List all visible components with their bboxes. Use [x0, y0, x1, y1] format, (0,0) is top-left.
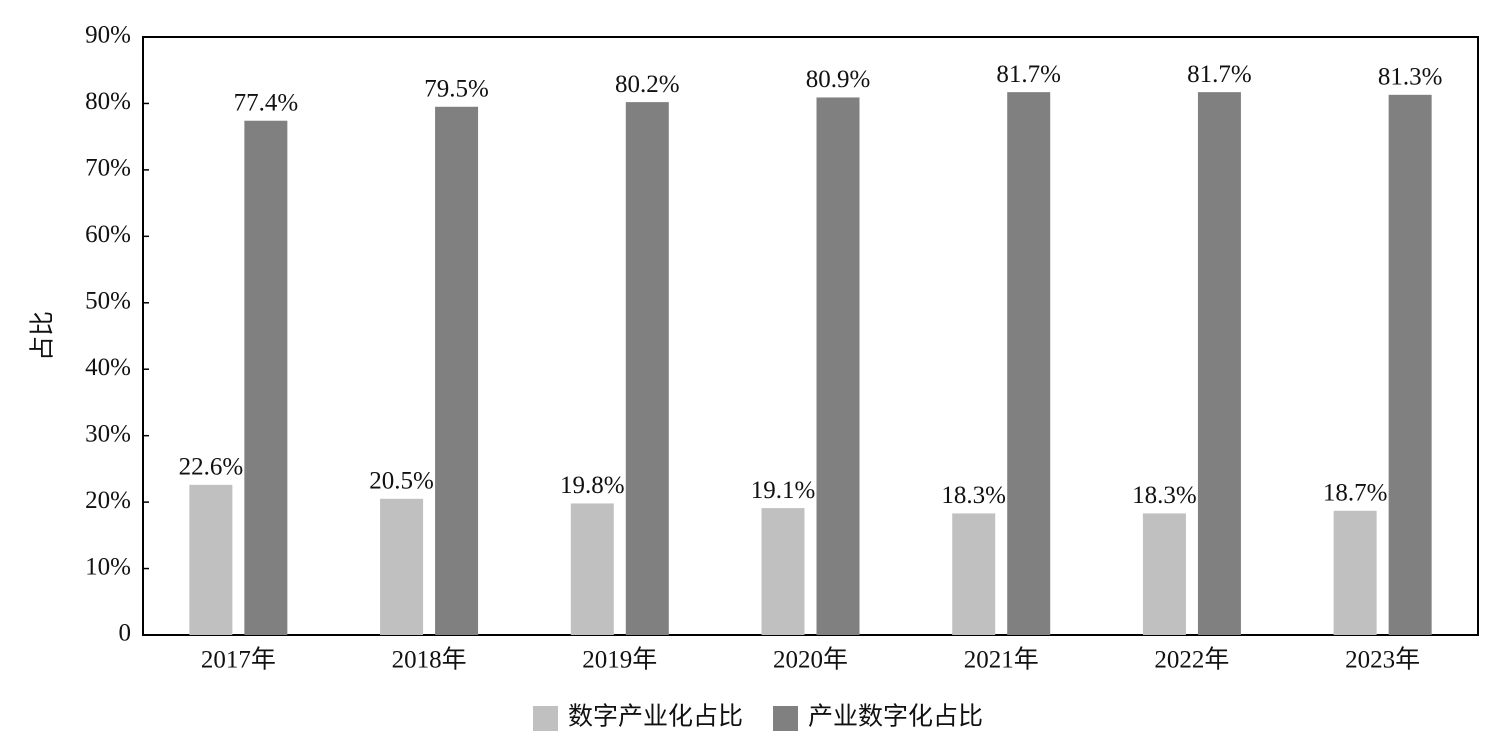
- y-tick-label: 10%: [85, 553, 131, 580]
- x-tick-label: 2023年: [1345, 646, 1420, 674]
- value-label: 18.3%: [1132, 482, 1197, 509]
- bar: [816, 97, 860, 635]
- bar: [625, 102, 669, 636]
- y-tick-label: 60%: [85, 221, 131, 248]
- value-label: 80.2%: [615, 71, 680, 98]
- y-tick-label: 50%: [85, 288, 131, 315]
- bar: [244, 120, 288, 636]
- bar: [435, 106, 479, 636]
- bar: [1388, 94, 1432, 636]
- x-tick-label: 2018年: [392, 646, 467, 674]
- value-label: 19.8%: [560, 472, 625, 499]
- y-tick-label: 0: [119, 620, 132, 647]
- legend-swatch: [533, 706, 558, 731]
- legend-label: 产业数字化占比: [808, 703, 983, 731]
- bar: [761, 508, 805, 635]
- x-tick-label: 2022年: [1154, 646, 1229, 674]
- bar: [1333, 510, 1377, 635]
- x-tick-label: 2020年: [773, 646, 848, 674]
- y-tick-label: 70%: [85, 155, 131, 182]
- y-axis-label: 占比: [29, 311, 57, 361]
- value-label: 81.7%: [996, 61, 1061, 88]
- bar: [189, 484, 233, 635]
- x-tick-label: 2017年: [201, 646, 276, 674]
- bar: [1007, 92, 1051, 636]
- value-label: 77.4%: [234, 89, 299, 116]
- value-label: 80.9%: [806, 66, 871, 93]
- value-label: 81.3%: [1378, 64, 1443, 91]
- bar: [952, 513, 996, 635]
- value-label: 20.5%: [369, 468, 434, 495]
- y-tick-label: 80%: [85, 88, 131, 115]
- value-label: 18.3%: [941, 482, 1006, 509]
- legend-swatch: [773, 706, 799, 731]
- y-tick-label: 90%: [85, 22, 131, 49]
- value-label: 79.5%: [424, 76, 489, 103]
- legend-label: 数字产业化占比: [568, 703, 743, 731]
- y-tick-label: 40%: [85, 354, 131, 381]
- y-tick-label: 20%: [85, 487, 131, 514]
- bar: [1142, 513, 1186, 635]
- y-tick-label: 30%: [85, 420, 131, 447]
- plot-frame: [142, 36, 1479, 636]
- value-label: 18.7%: [1323, 479, 1388, 506]
- value-label: 19.1%: [751, 477, 816, 504]
- value-label: 22.6%: [179, 454, 244, 481]
- x-tick-label: 2021年: [964, 646, 1039, 674]
- bar: [380, 498, 424, 635]
- bar: [1197, 92, 1241, 636]
- value-label: 81.7%: [1187, 61, 1252, 88]
- x-tick-label: 2019年: [582, 646, 657, 674]
- bar: [570, 503, 614, 635]
